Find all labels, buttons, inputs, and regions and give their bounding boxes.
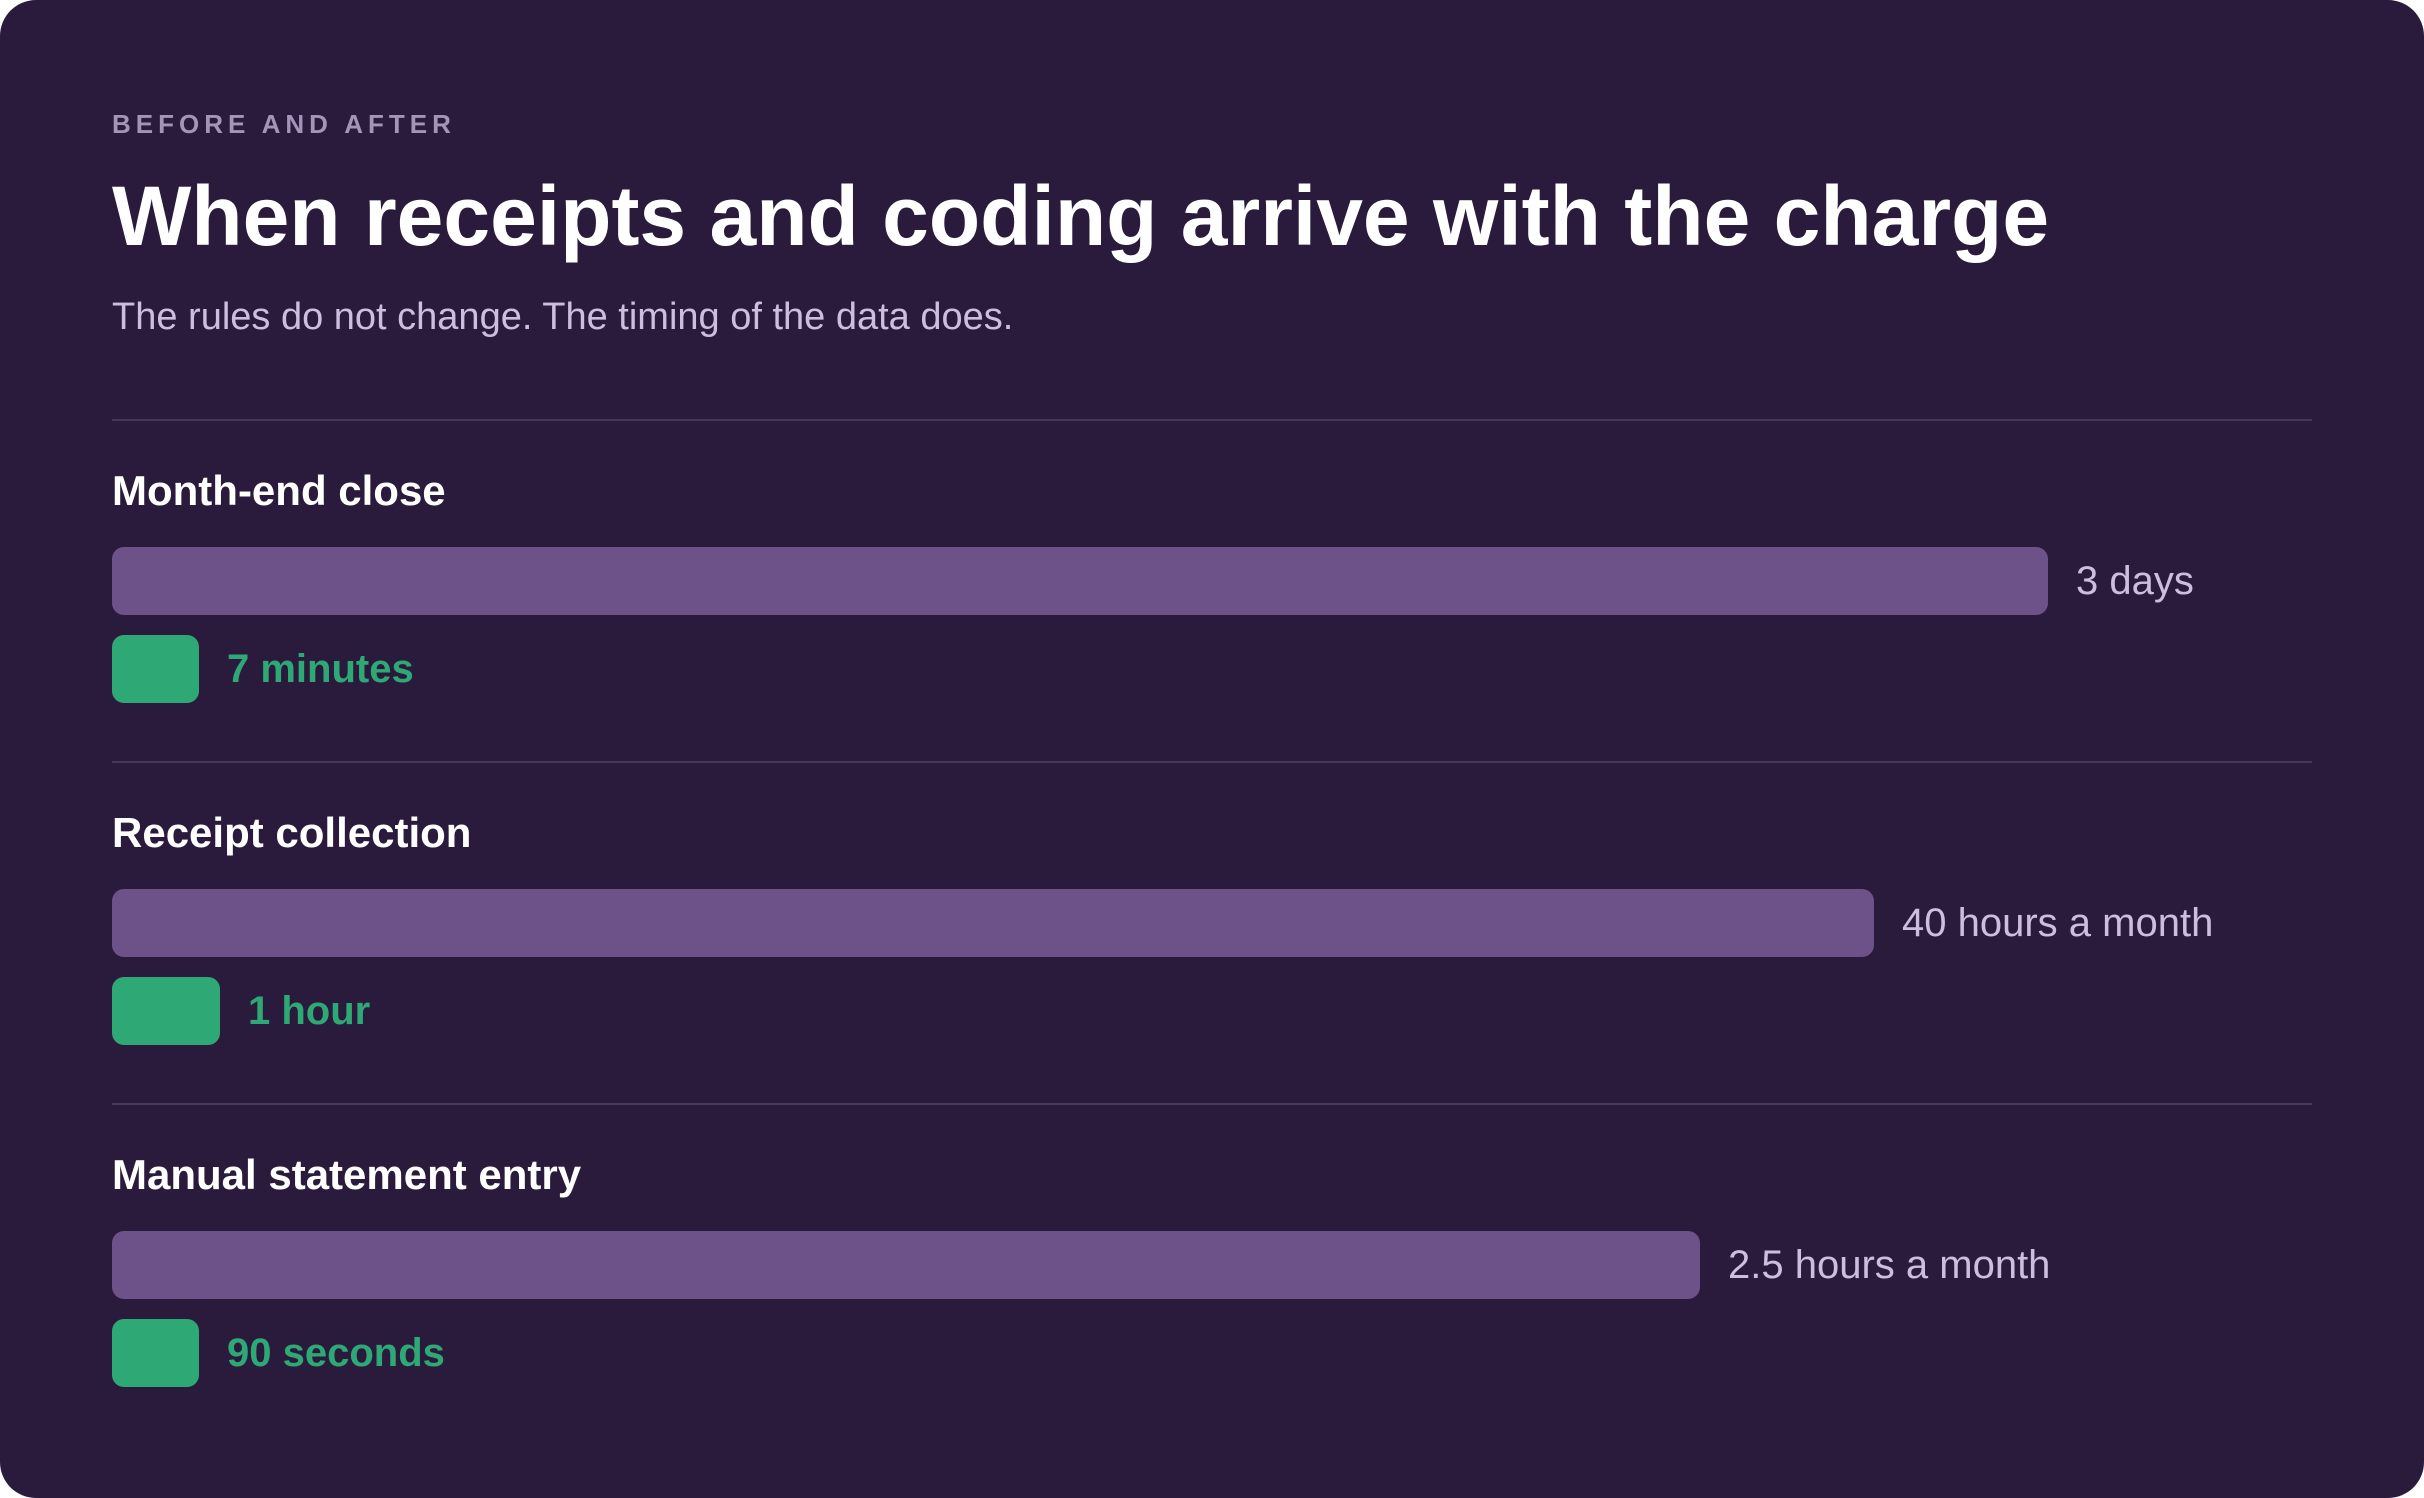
before-value-label: 40 hours a month — [1902, 901, 2214, 945]
comparison-group: Manual statement entry 2.5 hours a month 9… — [112, 1103, 2312, 1445]
chart-title: When receipts and coding arrive with the… — [112, 169, 2050, 263]
after-bar — [112, 635, 199, 703]
before-bar — [112, 1231, 1700, 1299]
after-row: 1 hour — [112, 977, 2312, 1045]
category-label: Manual statement entry — [112, 1151, 582, 1198]
comparison-group: Month-end close 3 days 7 minutes — [112, 419, 2312, 761]
eyebrow-label: BEFORE AND AFTER — [112, 109, 456, 139]
comparison-groups: Month-end close 3 days 7 minutes Receipt co… — [112, 419, 2312, 1445]
after-row: 7 minutes — [112, 635, 2312, 703]
before-bar — [112, 547, 2048, 615]
after-row: 90 seconds — [112, 1319, 2312, 1387]
before-row: 2.5 hours a month — [112, 1231, 2312, 1299]
before-row: 40 hours a month — [112, 889, 2312, 957]
after-bar — [112, 1319, 199, 1387]
after-value-label: 7 minutes — [227, 647, 414, 691]
before-bar — [112, 889, 1874, 957]
after-bar — [112, 977, 220, 1045]
after-value-label: 1 hour — [248, 989, 371, 1033]
before-value-label: 3 days — [2076, 559, 2194, 603]
before-row: 3 days — [112, 547, 2312, 615]
category-label: Receipt collection — [112, 809, 472, 856]
category-label: Month-end close — [112, 467, 446, 514]
after-value-label: 90 seconds — [227, 1331, 445, 1375]
chart-subtitle: The rules do not change. The timing of t… — [112, 296, 1014, 338]
before-value-label: 2.5 hours a month — [1728, 1243, 2051, 1287]
comparison-group: Receipt collection 40 hours a month 1 hour — [112, 761, 2312, 1103]
